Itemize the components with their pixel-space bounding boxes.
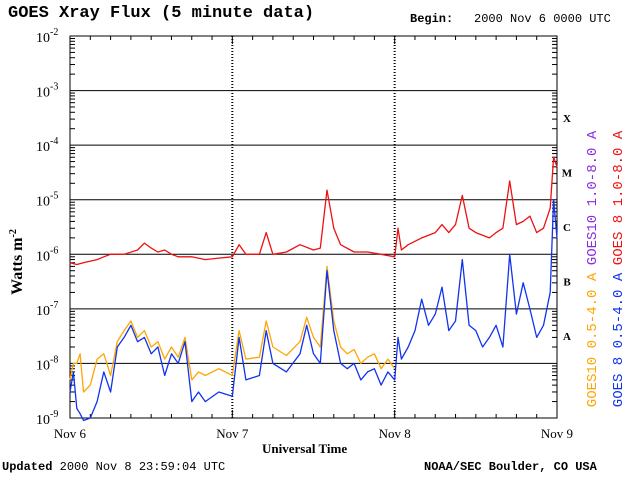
updated-timestamp: Updated 2000 Nov 8 23:59:04 UTC [2,460,225,474]
x-tick-label: Nov 8 [379,426,411,441]
y-tick-label: 10-9 [36,409,58,428]
updated-label: Updated [2,460,53,474]
y-tick-label: 10-4 [36,136,58,155]
begin-label: Begin: [410,12,454,26]
y-tick-label: 10-3 [36,82,58,101]
chart-title: GOES Xray Flux (5 minute data) [8,4,315,23]
updated-value: 2000 Nov 8 23:59:04 UTC [59,460,226,474]
legend-entry: GOES 8 1.0-8.0 A [611,130,627,265]
y-tick-label: 10-6 [36,245,58,264]
begin-value: 2000 Nov 6 0000 UTC [474,12,611,26]
plot-frame [69,35,558,419]
y-tick-label: 10-2 [36,27,58,46]
series-line [69,156,558,266]
flare-class-label: M [562,167,573,179]
x-tick-label: Nov 7 [216,426,249,441]
y-axis-label: Watts m-2 [8,229,26,295]
x-axis-label: Universal Time [262,441,348,456]
credit-text: NOAA/SEC Boulder, CO USA [424,460,597,474]
flare-class-label: X [563,113,571,125]
y-tick-label: 10-5 [36,191,58,210]
x-tick-label: Nov 9 [541,426,573,441]
series-line [69,265,396,393]
series-line [69,199,558,422]
flare-class-label: B [563,277,571,289]
flare-class-label: A [563,331,571,343]
legend-entry: GOES10 0.5-4.0 A [585,272,601,407]
legend-entry: GOES 8 0.5-4.0 A [611,272,627,407]
y-tick-label: 10-8 [36,354,58,373]
flare-class-label: C [563,222,571,234]
legend-entry: GOES10 1.0-8.0 A [585,130,601,265]
x-tick-label: Nov 6 [54,426,87,441]
y-tick-label: 10-7 [36,300,58,319]
